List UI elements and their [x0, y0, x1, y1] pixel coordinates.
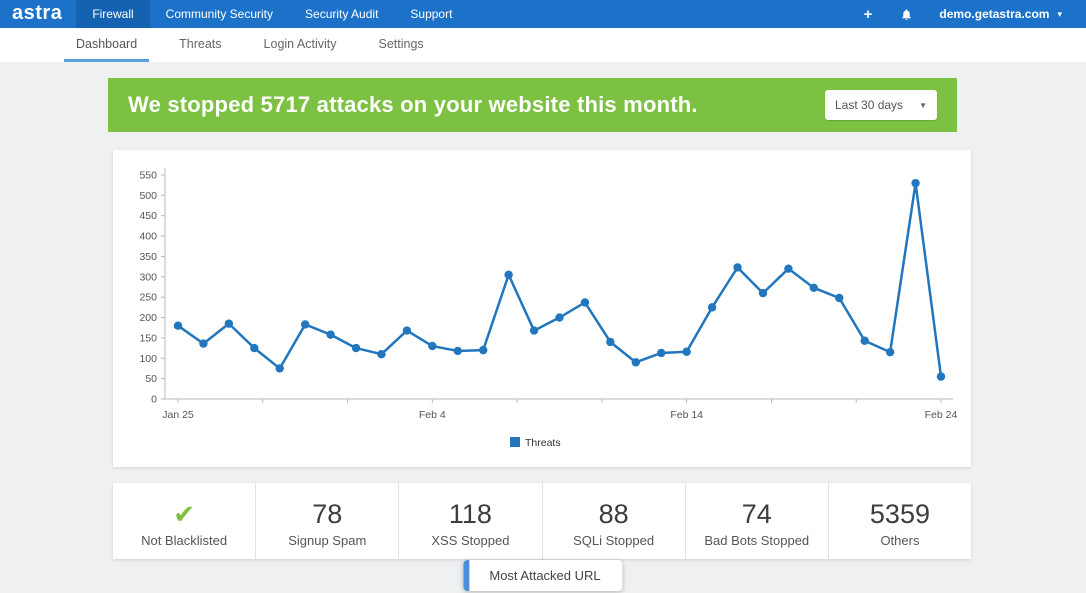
- stat-value: 88: [598, 498, 629, 529]
- svg-text:400: 400: [139, 231, 157, 243]
- tab-settings[interactable]: Settings: [378, 36, 424, 51]
- svg-text:200: 200: [139, 312, 157, 324]
- most-attacked-url-button[interactable]: Most Attacked URL: [463, 560, 623, 591]
- sub-navigation: Dashboard Threats Login Activity Setting…: [0, 28, 1086, 62]
- svg-text:150: 150: [139, 332, 157, 344]
- stat-not-blacklisted: ✔ Not Blacklisted: [113, 483, 257, 559]
- stat-value: 78: [312, 498, 343, 529]
- svg-text:300: 300: [139, 271, 157, 283]
- stat-value: 118: [448, 498, 492, 529]
- stat-label: Not Blacklisted: [141, 532, 228, 548]
- stat-bad-bots-stopped: 74 Bad Bots Stopped: [686, 483, 829, 559]
- svg-text:Feb 24: Feb 24: [925, 409, 958, 421]
- svg-text:350: 350: [139, 251, 157, 263]
- stat-value: 74: [741, 498, 772, 529]
- most-attacked-url-label: Most Attacked URL: [489, 568, 601, 583]
- topnav-item-community-security[interactable]: Community Security: [165, 7, 274, 21]
- stats-summary-card: ✔ Not Blacklisted 78 Signup Spam 118 XSS…: [113, 483, 971, 559]
- svg-text:50: 50: [145, 373, 157, 385]
- date-range-select[interactable]: Last 30 days ▼: [825, 90, 937, 120]
- tab-dashboard[interactable]: Dashboard: [64, 28, 150, 62]
- threats-line-chart: 0 50 100 150 200 250 300 350 400 450 500 550 Jan 25 F…: [113, 150, 971, 472]
- svg-text:250: 250: [139, 292, 157, 304]
- bell-icon[interactable]: [888, 8, 925, 21]
- tab-login-activity[interactable]: Login Activity: [263, 36, 337, 51]
- stat-label: Bad Bots Stopped: [704, 532, 810, 548]
- stat-others: 5359 Others: [829, 483, 971, 559]
- threats-chart-card: 0 50 100 150 200 250 300 350 400 450 500 550 Jan 25 F…: [113, 150, 971, 467]
- date-range-value: Last 30 days: [835, 98, 904, 112]
- svg-text:450: 450: [139, 210, 157, 222]
- tab-threats[interactable]: Threats: [179, 36, 222, 51]
- stat-label: Signup Spam: [288, 532, 367, 548]
- svg-text:500: 500: [139, 190, 157, 202]
- stat-label: XSS Stopped: [431, 532, 510, 548]
- topnav-item-firewall[interactable]: Firewall: [76, 0, 150, 28]
- topbar-right-group: + demo.getastra.com ▾: [852, 6, 1086, 23]
- account-domain: demo.getastra.com: [939, 7, 1050, 21]
- stat-label: Others: [880, 532, 920, 548]
- svg-text:Threats: Threats: [525, 437, 561, 449]
- select-caret-icon: ▼: [919, 100, 927, 110]
- svg-text:Feb 14: Feb 14: [670, 409, 703, 421]
- stat-sqli-stopped: 88 SQLi Stopped: [543, 483, 686, 559]
- svg-text:550: 550: [139, 170, 157, 182]
- check-icon: ✔: [173, 498, 195, 529]
- svg-text:100: 100: [139, 353, 157, 365]
- stat-label: SQLi Stopped: [573, 532, 655, 548]
- stat-signup-spam: 78 Signup Spam: [256, 483, 400, 559]
- svg-text:0: 0: [151, 394, 157, 406]
- top-navbar: astra Firewall Community Security Securi…: [0, 0, 1086, 28]
- banner-message: We stopped 5717 attacks on your website …: [128, 92, 698, 117]
- plus-icon[interactable]: +: [863, 5, 873, 23]
- account-dropdown[interactable]: demo.getastra.com ▾: [929, 7, 1072, 21]
- svg-text:Feb 4: Feb 4: [419, 409, 446, 421]
- astra-logo[interactable]: astra: [12, 1, 63, 24]
- chevron-down-icon: ▾: [1057, 8, 1062, 19]
- topnav-item-security-audit[interactable]: Security Audit: [305, 7, 379, 21]
- stat-value: 5359: [869, 498, 930, 529]
- button-accent-bar: [463, 560, 470, 591]
- attacks-banner: We stopped 5717 attacks on your website …: [108, 78, 957, 132]
- svg-text:Jan 25: Jan 25: [162, 409, 194, 421]
- stat-xss-stopped: 118 XSS Stopped: [399, 483, 543, 559]
- topnav-item-support[interactable]: Support: [410, 7, 453, 21]
